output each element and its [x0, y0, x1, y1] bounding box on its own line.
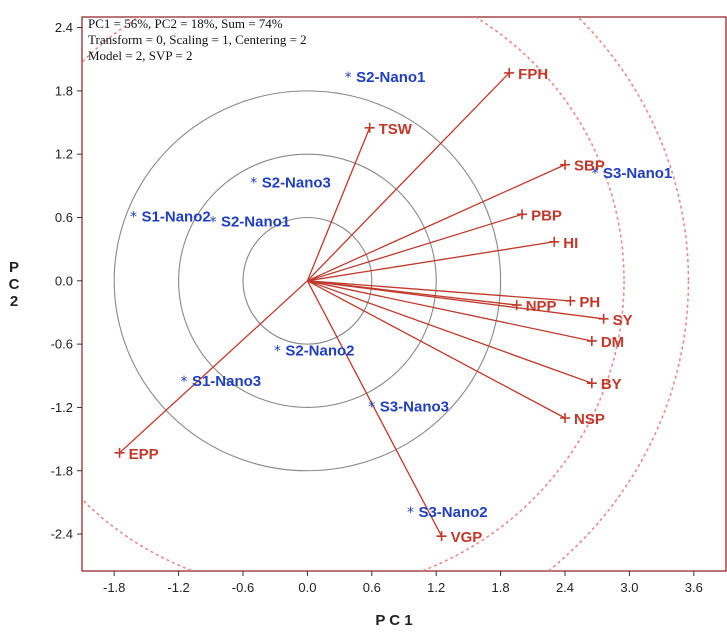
x-tick-label: 3.6	[685, 580, 703, 595]
observation-marker: *	[274, 343, 281, 359]
variable-vector	[119, 280, 308, 454]
plot-frame	[81, 16, 727, 572]
variable-marker	[560, 159, 570, 170]
observation-marker: *	[209, 215, 216, 231]
variable-vector	[307, 164, 566, 282]
variable-marker	[565, 295, 576, 306]
variable-label: NPP	[526, 298, 557, 315]
observation-marker: *	[368, 399, 375, 415]
x-tick-label: -0.6	[232, 580, 254, 595]
x-tick-label: 2.4	[556, 580, 574, 595]
observation-label: S2-Nano2	[285, 342, 354, 359]
info-line: Model = 2, SVP = 2	[88, 48, 192, 63]
variable-marker	[598, 313, 609, 324]
observation-label: S3-Nano2	[418, 504, 487, 521]
solid-circle	[242, 216, 373, 345]
info-line: PC1 = 56%, PC2 = 18%, Sum = 74%	[88, 16, 283, 31]
variable-marker	[549, 236, 560, 247]
observation-label: S2-Nano1	[356, 69, 425, 86]
observation-marker: *	[592, 166, 599, 182]
dashed-circle	[546, 17, 690, 571]
x-tick-label: -1.8	[103, 580, 125, 595]
variable-label: HI	[563, 235, 578, 252]
variable-label: PBP	[531, 207, 562, 224]
observation-marker: *	[250, 176, 257, 192]
variable-marker	[586, 335, 597, 346]
y-tick-label: 0.0	[55, 273, 73, 288]
variable-label: PH	[579, 294, 600, 311]
variable-vector	[307, 280, 593, 384]
variable-vector	[307, 241, 555, 282]
observation-label: S2-Nano1	[221, 214, 290, 231]
y-tick-label: 1.2	[55, 147, 73, 162]
variable-label: BY	[601, 376, 622, 393]
solid-circle	[113, 90, 502, 472]
observation-label: S2-Nano3	[262, 175, 331, 192]
variable-vector	[307, 280, 566, 419]
observation-label: S3-Nano3	[380, 398, 449, 415]
variable-marker	[114, 447, 125, 458]
variable-label: VGP	[451, 529, 483, 546]
variable-label: EPP	[129, 446, 159, 463]
observation-marker: *	[180, 374, 187, 390]
axes: -1.8 -1.2 -0.6 0.0 0.6 1.2 1.8 2.4 3.0 3.6 2.4 1.8 1…	[9, 20, 703, 629]
solid-circle	[178, 153, 437, 408]
variable-label: SBP	[574, 158, 605, 175]
y-tick-label: 1.8	[55, 83, 73, 98]
variable-label: SY	[613, 312, 633, 329]
variable-marker	[560, 412, 570, 423]
observation-points: * S2-Nano1* S2-Nano3* S3-Nano1* S1-Nano2* S2-…	[130, 69, 672, 521]
x-tick-label: 0.0	[298, 580, 316, 595]
observation-marker: *	[345, 70, 352, 86]
variable-marker	[586, 378, 597, 389]
y-tick-label: -0.6	[51, 337, 73, 352]
variable-vector	[306, 280, 443, 537]
variable-vector	[307, 280, 592, 342]
y-tick-label: 0.6	[55, 210, 73, 225]
variable-marker	[364, 122, 375, 133]
x-tick-label: 1.8	[492, 580, 510, 595]
x-tick-label: 3.0	[620, 580, 638, 595]
info-line: Transform = 0, Scaling = 1, Centering = …	[88, 32, 307, 47]
variable-label: TSW	[379, 121, 413, 138]
y-tick-label: -1.8	[51, 463, 73, 478]
variable-vector	[307, 280, 604, 320]
observation-label: S1-Nano2	[142, 208, 211, 225]
observation-label: S3-Nano1	[603, 165, 672, 182]
y-tick-label: -1.2	[51, 400, 73, 415]
variable-marker	[504, 67, 515, 78]
variable-marker	[511, 300, 522, 311]
variable-vector	[307, 280, 571, 302]
variable-vector	[306, 127, 371, 282]
dashed-circle	[82, 17, 625, 571]
variable-vector	[307, 213, 523, 282]
y-tick-label: 2.4	[55, 20, 73, 35]
observation-marker: *	[130, 209, 137, 225]
variable-label: FPH	[518, 66, 548, 83]
observation-label: S1-Nano3	[192, 373, 261, 390]
variable-marker	[436, 531, 447, 542]
variable-label: NSP	[574, 411, 605, 428]
reference-circles	[82, 17, 690, 571]
x-tick-label: 1.2	[427, 580, 445, 595]
variable-label: DM	[601, 334, 624, 351]
y-tick-label: -2.4	[51, 527, 73, 542]
variable-vector	[306, 72, 510, 282]
x-axis-title: P C 1	[375, 612, 412, 629]
x-tick-label: -1.2	[167, 580, 189, 595]
x-tick-label: 0.6	[363, 580, 381, 595]
variable-marker	[517, 209, 528, 220]
observation-marker: *	[407, 505, 414, 521]
model-info: PC1 = 56%, PC2 = 18%, Sum = 74%Transform…	[88, 16, 307, 63]
